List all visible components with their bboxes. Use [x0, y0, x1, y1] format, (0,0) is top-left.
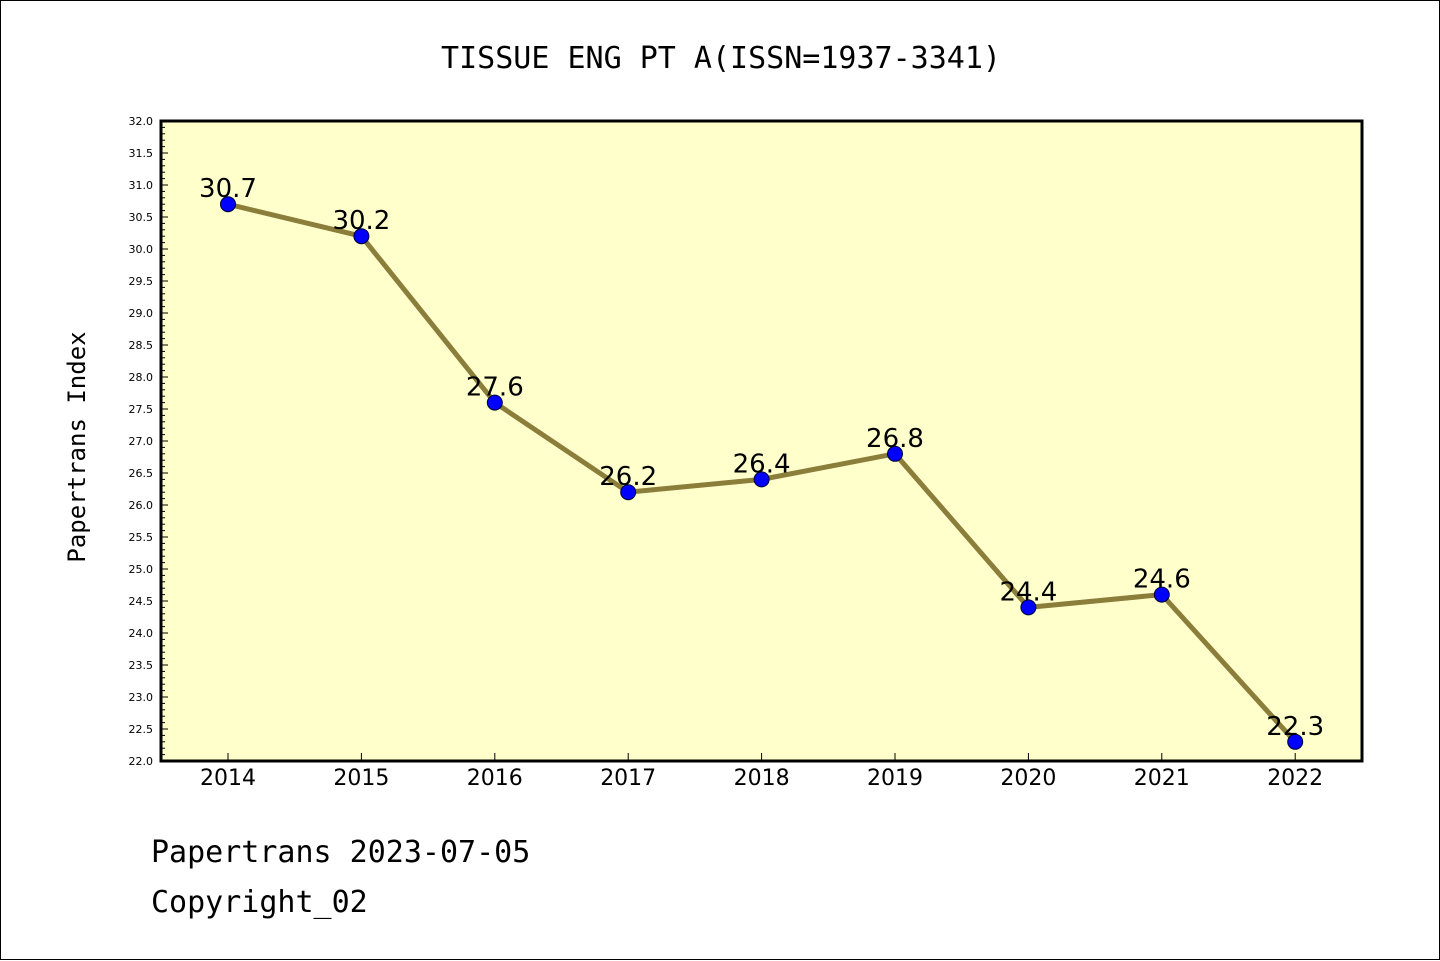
footer-copyright: Copyright_02 [151, 885, 368, 920]
y-tick-label: 28.0 [129, 371, 154, 384]
y-tick-label: 31.0 [129, 179, 154, 192]
data-label: 24.6 [1133, 565, 1191, 595]
x-tick-label: 2022 [1267, 766, 1323, 791]
y-tick-label: 30.0 [129, 243, 154, 256]
y-tick-label: 26.0 [129, 499, 154, 512]
y-tick-label: 25.0 [129, 563, 154, 576]
data-label: 26.2 [599, 462, 657, 492]
data-point [1287, 733, 1304, 750]
y-tick-label: 29.0 [129, 307, 154, 320]
y-tick-label: 24.5 [129, 595, 154, 608]
data-label: 26.4 [733, 449, 791, 479]
data-label: 30.2 [332, 206, 390, 236]
data-labels: 30.7 30.2 27.6 26.2 26.4 26.8 24.4 24.6 22.3 [199, 174, 1324, 742]
data-points [220, 196, 1304, 750]
y-tick-label: 25.5 [129, 531, 154, 544]
data-point [887, 445, 903, 462]
y-tick-label: 27.5 [129, 403, 154, 416]
y-tick-label: 32.0 [129, 115, 154, 128]
data-point [486, 394, 503, 411]
data-point [753, 471, 770, 488]
x-tick-label: 2014 [200, 766, 256, 791]
y-tick-label: 22.0 [129, 755, 154, 768]
chart-title: TISSUE ENG PT A(ISSN=1937-3341) [441, 41, 1001, 76]
plot-area [159, 119, 1364, 763]
y-tick-label: 26.5 [129, 467, 154, 480]
y-tick-label: 27.0 [129, 435, 154, 448]
x-axis-ticks: 2014 2015 2016 2017 2018 2019 2020 2021 2022 [200, 753, 1323, 791]
data-point [620, 484, 637, 501]
x-tick-label: 2017 [600, 766, 656, 791]
data-label: 27.6 [466, 373, 524, 403]
y-tick-label: 29.5 [129, 275, 154, 288]
data-label: 22.3 [1266, 712, 1324, 742]
data-label: 24.4 [999, 577, 1057, 607]
y-tick-label: 23.0 [129, 691, 154, 704]
y-tick-label: 24.0 [129, 627, 154, 640]
y-tick-label: 28.5 [129, 339, 154, 352]
x-tick-label: 2016 [467, 766, 523, 791]
x-tick-label: 2020 [1000, 766, 1056, 791]
y-tick-label: 22.5 [129, 723, 154, 736]
y-tick-label: 31.5 [129, 147, 154, 160]
data-label: 26.8 [866, 424, 924, 454]
footer-date-line: Papertrans 2023-07-05 [151, 835, 531, 870]
x-tick-label: 2015 [333, 766, 389, 791]
y-axis-label: Papertrans Index [63, 331, 91, 562]
y-tick-label: 23.5 [129, 659, 154, 672]
data-label: 30.7 [199, 174, 257, 204]
data-point [353, 228, 370, 245]
data-point [220, 196, 236, 213]
y-axis-ticks: 22.0 22.5 23.0 23.5 24.0 24.5 25.0 25.5 26.0 26.5… [129, 115, 168, 768]
data-point [1020, 599, 1037, 616]
x-tick-label: 2021 [1134, 766, 1190, 791]
x-tick-label: 2018 [734, 766, 790, 791]
x-tick-label: 2019 [867, 766, 923, 791]
data-point [1153, 586, 1170, 603]
y-tick-label: 30.5 [129, 211, 154, 224]
